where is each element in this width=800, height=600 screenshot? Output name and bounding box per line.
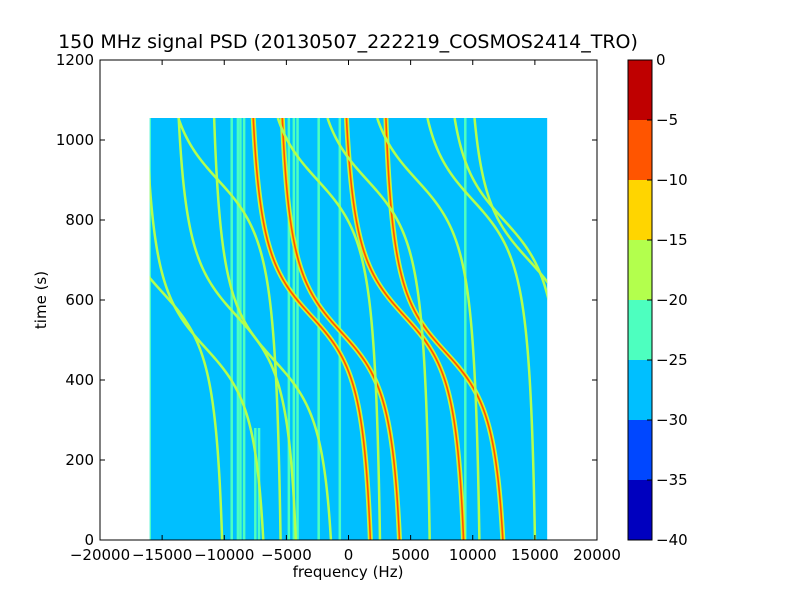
colorbar-band bbox=[628, 300, 652, 360]
y-axis-label: time (s) bbox=[32, 271, 50, 329]
colorbar-tick-label: −35 bbox=[656, 471, 688, 489]
doppler-trace bbox=[345, 118, 465, 540]
doppler-trace bbox=[212, 118, 333, 540]
doppler-trace bbox=[177, 118, 282, 540]
y-tick-label: 600 bbox=[65, 291, 94, 309]
doppler-trace bbox=[149, 164, 265, 540]
y-tick-label: 400 bbox=[65, 371, 94, 389]
doppler-trace bbox=[281, 118, 401, 540]
doppler-trace bbox=[426, 118, 537, 540]
doppler-trace bbox=[453, 118, 548, 300]
y-tick-label: 1000 bbox=[56, 131, 94, 149]
x-tick-label: −20000 bbox=[70, 546, 130, 564]
colorbar-tick-label: 0 bbox=[656, 51, 666, 69]
colorbar-band bbox=[628, 480, 652, 540]
y-tick-label: 1200 bbox=[56, 51, 94, 69]
x-axis-label: frequency (Hz) bbox=[293, 563, 404, 581]
y-tick-label: 800 bbox=[65, 211, 94, 229]
chart-title: 150 MHz signal PSD (20130507_222219_COSM… bbox=[58, 31, 638, 53]
axis-ticks: −20000 −15000 −10000 −5000 0 5000 10000 15000 20… bbox=[56, 51, 621, 564]
x-tick-label: 5000 bbox=[392, 546, 430, 564]
colorbar-tick-label: −30 bbox=[656, 411, 688, 429]
colorbar-band bbox=[628, 360, 652, 420]
colorbar-tick-label: −25 bbox=[656, 351, 688, 369]
colorbar-tick-label: −20 bbox=[656, 291, 688, 309]
colorbar-tick-label: −10 bbox=[656, 171, 688, 189]
doppler-trace bbox=[252, 118, 372, 540]
colorbar-tick-label: −15 bbox=[656, 231, 688, 249]
doppler-trace bbox=[473, 118, 548, 285]
y-tick-label: 200 bbox=[65, 451, 94, 469]
doppler-trace bbox=[276, 118, 382, 540]
heatmap-layer bbox=[149, 118, 548, 540]
colorbar: −40 −35 −30 −25 −20 −15 −10 −5 0 bbox=[627, 51, 688, 549]
doppler-trace bbox=[326, 118, 431, 540]
colorbar-band bbox=[628, 180, 652, 240]
doppler-trace bbox=[385, 118, 504, 540]
colorbar-band bbox=[628, 120, 652, 180]
doppler-trace bbox=[375, 118, 481, 540]
x-tick-label: 15000 bbox=[511, 546, 559, 564]
plot-frame bbox=[99, 59, 598, 541]
x-tick-label: −15000 bbox=[132, 546, 192, 564]
y-tick-label: 0 bbox=[84, 531, 94, 549]
colorbar-band bbox=[628, 420, 652, 480]
heatmap-background bbox=[149, 118, 548, 540]
x-tick-label: −5000 bbox=[261, 546, 312, 564]
x-tick-label: 20000 bbox=[573, 546, 621, 564]
x-tick-label: 10000 bbox=[449, 546, 497, 564]
colorbar-tick-label: −40 bbox=[656, 531, 688, 549]
x-tick-label: −10000 bbox=[194, 546, 254, 564]
colorbar-band bbox=[628, 240, 652, 300]
colorbar-band bbox=[628, 60, 652, 120]
colorbar-tick-label: −5 bbox=[656, 111, 678, 129]
x-tick-label: 0 bbox=[344, 546, 354, 564]
